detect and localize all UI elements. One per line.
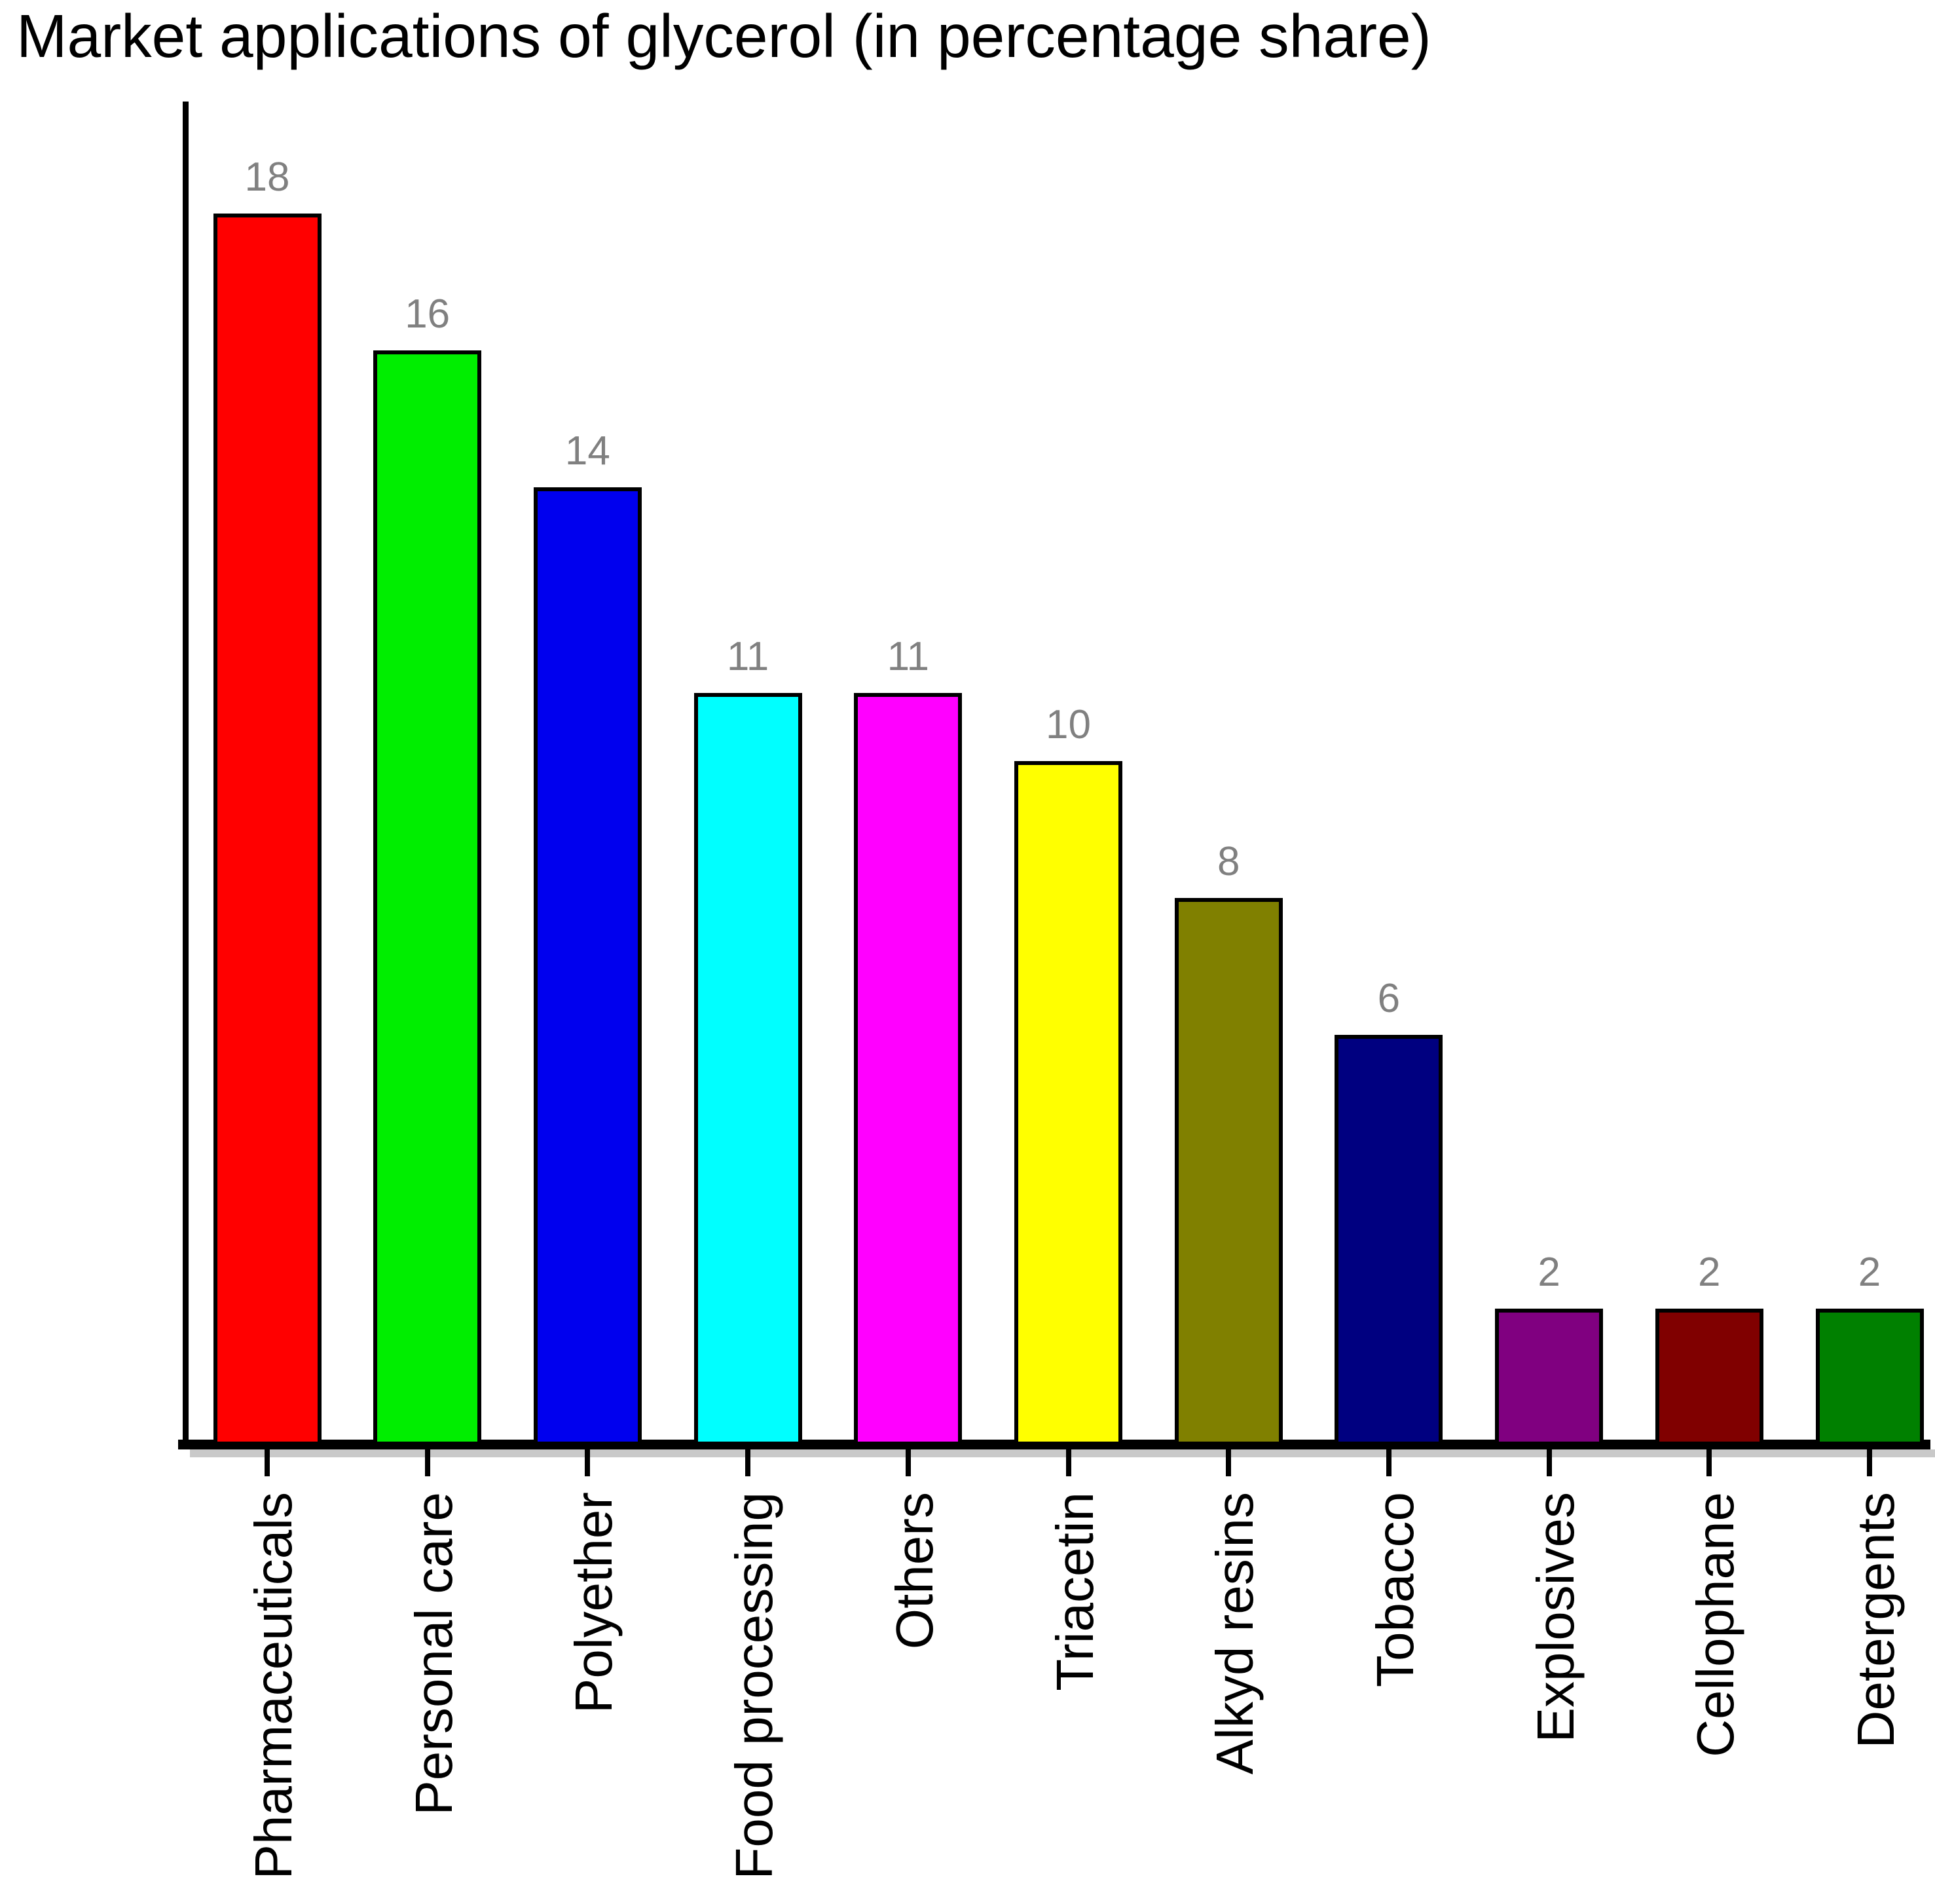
y-axis-line: [183, 102, 189, 1448]
bar-value-label: 10: [1046, 702, 1091, 747]
bar: [1014, 761, 1122, 1446]
x-category-label: Pharmaceuticals: [244, 1492, 303, 1880]
x-category-label: Others: [885, 1492, 944, 1650]
bar-value-label: 16: [405, 291, 451, 337]
x-category-label: Triacetin: [1045, 1492, 1104, 1691]
bar-value-label: 11: [726, 633, 769, 679]
x-axis-tick: [745, 1449, 751, 1476]
bar: [533, 487, 642, 1446]
x-category-label: Food processing: [725, 1492, 784, 1880]
bar-value-label: 8: [1217, 839, 1240, 884]
bar: [213, 214, 322, 1446]
bar-value-label: 14: [564, 428, 610, 474]
bar: [854, 692, 963, 1446]
x-category-label: Explosives: [1526, 1492, 1585, 1743]
bar: [1655, 1309, 1763, 1446]
x-axis-shadow: [190, 1449, 1935, 1457]
bar: [1815, 1309, 1924, 1446]
bar-value-label: 2: [1538, 1250, 1560, 1295]
x-axis-tick: [1546, 1449, 1552, 1476]
x-category-label: Alkyd resins: [1206, 1492, 1264, 1775]
x-axis-tick: [905, 1449, 911, 1476]
bar: [373, 350, 482, 1446]
x-axis-tick: [424, 1449, 430, 1476]
x-axis-tick: [1226, 1449, 1232, 1476]
chart-title: Market applications of glycerol (in perc…: [16, 2, 1431, 70]
bar: [1174, 898, 1283, 1446]
bar-value-label: 2: [1698, 1250, 1721, 1295]
x-axis-tick: [585, 1449, 591, 1476]
x-axis-tick: [1867, 1449, 1872, 1476]
bar-value-label: 2: [1858, 1250, 1881, 1295]
bar-value-label: 6: [1377, 976, 1401, 1021]
x-category-label: Personal care: [404, 1492, 463, 1816]
x-axis-tick: [1706, 1449, 1712, 1476]
bar: [693, 692, 802, 1446]
bar-value-label: 18: [244, 155, 290, 200]
x-axis-tick: [1386, 1449, 1391, 1476]
bar: [1495, 1309, 1604, 1446]
bar-value-label: 11: [887, 633, 929, 679]
x-axis-tick: [1065, 1449, 1071, 1476]
x-category-label: Tobacco: [1365, 1492, 1424, 1687]
x-category-label: Detergents: [1847, 1492, 1905, 1749]
x-category-label: Polyether: [564, 1492, 623, 1713]
x-axis-tick: [265, 1449, 270, 1476]
bar: [1335, 1035, 1443, 1446]
x-category-label: Cellophane: [1686, 1492, 1745, 1757]
